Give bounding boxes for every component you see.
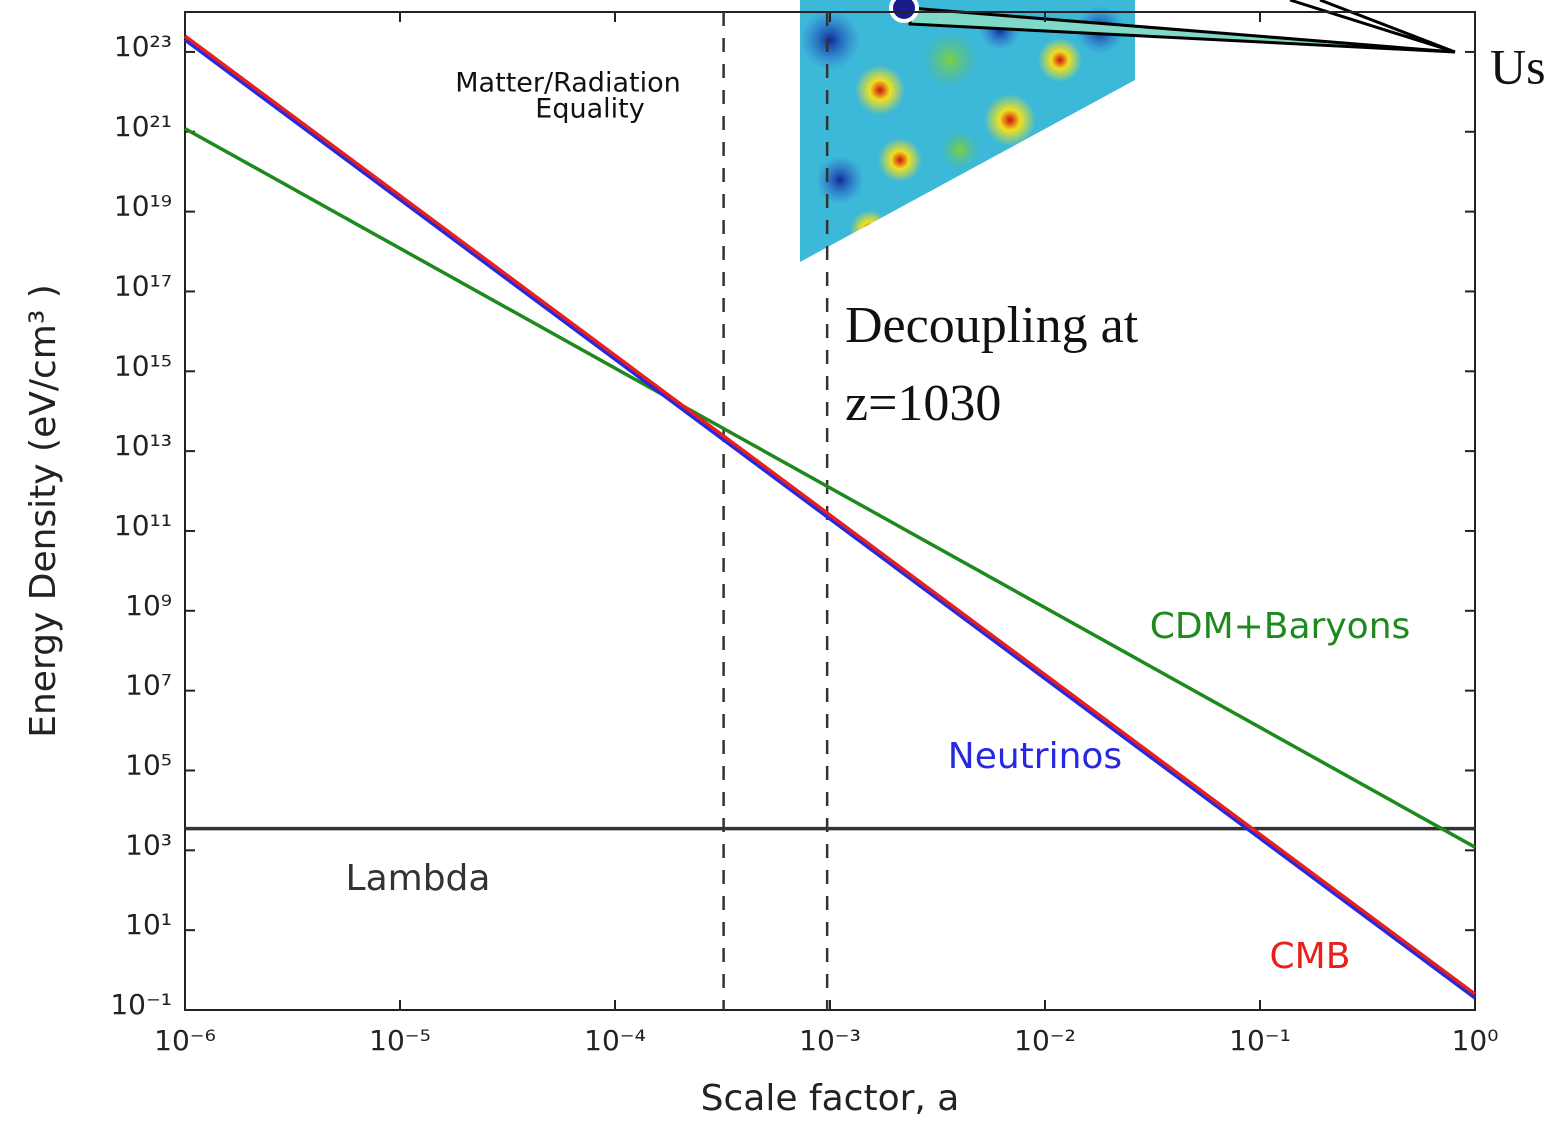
y-axis-label: Energy Density (eV/cm³ )	[23, 284, 64, 738]
annotation: Us	[1490, 38, 1546, 94]
annotation: Equality	[535, 94, 644, 125]
annotation: z=1030	[845, 375, 1001, 432]
y-tick-label: 10⁹	[125, 589, 172, 622]
x-tick-label: 10⁻³	[799, 1024, 861, 1057]
series-label: CDM+Baryons	[1150, 606, 1411, 647]
series-line	[183, 34, 1477, 996]
sightline	[1319, 0, 1456, 54]
sightline	[1289, 0, 1456, 54]
x-tick-label: 10⁻¹	[1229, 1024, 1291, 1057]
y-tick-label: 10⁷	[125, 669, 172, 702]
y-tick-label: 10¹⁹	[114, 190, 172, 223]
x-tick-label: 10⁻⁴	[584, 1024, 646, 1057]
y-tick-label: 10¹⁵	[114, 349, 172, 382]
y-tick-label: 10²³	[114, 30, 172, 63]
x-tick-label: 10⁻⁶	[154, 1024, 216, 1057]
series-line	[183, 38, 1477, 1000]
y-tick-label: 10¹⁷	[114, 269, 172, 302]
y-tick-label: 10¹³	[114, 429, 172, 462]
x-axis-label: Scale factor, a	[701, 1078, 960, 1119]
y-tick-label: 10⁻¹	[110, 988, 172, 1021]
x-tick-label: 10⁻²	[1014, 1024, 1076, 1057]
cmb-map	[800, 0, 1135, 262]
y-tick-label: 10²¹	[114, 110, 172, 143]
series-label: Lambda	[346, 858, 491, 899]
annotation: Matter/Radiation	[455, 68, 680, 99]
annotation: Decoupling at	[845, 297, 1139, 354]
series-label: CMB	[1270, 936, 1351, 977]
series-line	[184, 127, 1476, 849]
y-tick-label: 10¹	[125, 908, 172, 941]
origin-spot	[889, 0, 919, 23]
x-tick-label: 10⁻⁵	[369, 1024, 431, 1057]
y-tick-label: 10³	[125, 828, 172, 861]
x-tick-label: 10⁰	[1452, 1024, 1499, 1057]
y-tick-label: 10⁵	[125, 748, 172, 781]
y-tick-label: 10¹¹	[114, 509, 172, 542]
series-label: Neutrinos	[948, 736, 1122, 777]
